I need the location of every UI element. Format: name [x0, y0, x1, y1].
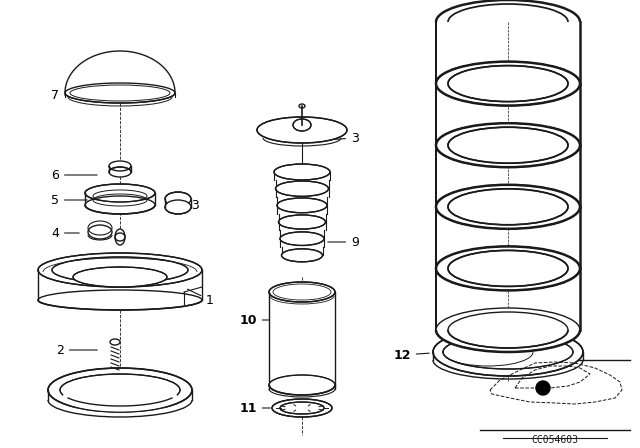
Ellipse shape [70, 85, 170, 101]
Ellipse shape [88, 225, 112, 239]
Text: 1: 1 [188, 289, 214, 306]
Ellipse shape [52, 257, 188, 283]
Text: 12: 12 [393, 349, 429, 362]
Ellipse shape [274, 164, 330, 180]
Ellipse shape [448, 189, 568, 225]
Ellipse shape [277, 198, 327, 213]
Ellipse shape [282, 249, 323, 262]
Ellipse shape [272, 399, 332, 417]
Ellipse shape [436, 62, 580, 106]
Text: 5: 5 [51, 194, 87, 207]
Ellipse shape [448, 65, 568, 102]
Ellipse shape [165, 200, 191, 214]
Ellipse shape [436, 308, 580, 352]
Ellipse shape [293, 119, 311, 131]
Ellipse shape [109, 167, 131, 177]
Ellipse shape [48, 368, 192, 412]
Ellipse shape [436, 246, 580, 290]
Ellipse shape [109, 161, 131, 171]
Text: 7: 7 [51, 89, 92, 102]
Circle shape [536, 381, 550, 395]
Ellipse shape [436, 123, 580, 167]
Text: 11: 11 [239, 401, 270, 414]
Text: 10: 10 [239, 314, 269, 327]
Ellipse shape [85, 196, 155, 214]
Text: CC054603: CC054603 [531, 435, 579, 445]
Ellipse shape [38, 253, 202, 287]
Text: 6: 6 [51, 168, 97, 181]
Ellipse shape [443, 335, 573, 369]
Text: 13: 13 [176, 198, 201, 211]
Ellipse shape [269, 282, 335, 302]
Text: 8: 8 [56, 388, 85, 401]
Ellipse shape [73, 267, 167, 287]
Ellipse shape [278, 215, 326, 229]
Ellipse shape [433, 328, 583, 376]
Ellipse shape [257, 117, 347, 143]
Ellipse shape [85, 184, 155, 202]
Text: 4: 4 [51, 227, 79, 240]
Ellipse shape [436, 185, 580, 229]
Ellipse shape [448, 127, 568, 163]
Ellipse shape [280, 402, 324, 414]
Text: 2: 2 [56, 344, 97, 357]
Ellipse shape [165, 192, 191, 206]
Ellipse shape [60, 374, 180, 406]
Ellipse shape [110, 339, 120, 345]
Text: 9: 9 [328, 236, 359, 249]
Ellipse shape [448, 250, 568, 286]
Ellipse shape [115, 229, 125, 245]
Ellipse shape [38, 290, 202, 310]
Ellipse shape [275, 181, 328, 196]
Ellipse shape [280, 232, 324, 246]
Ellipse shape [448, 312, 568, 348]
Ellipse shape [65, 83, 175, 103]
Ellipse shape [269, 375, 335, 395]
Text: 3: 3 [328, 132, 359, 145]
